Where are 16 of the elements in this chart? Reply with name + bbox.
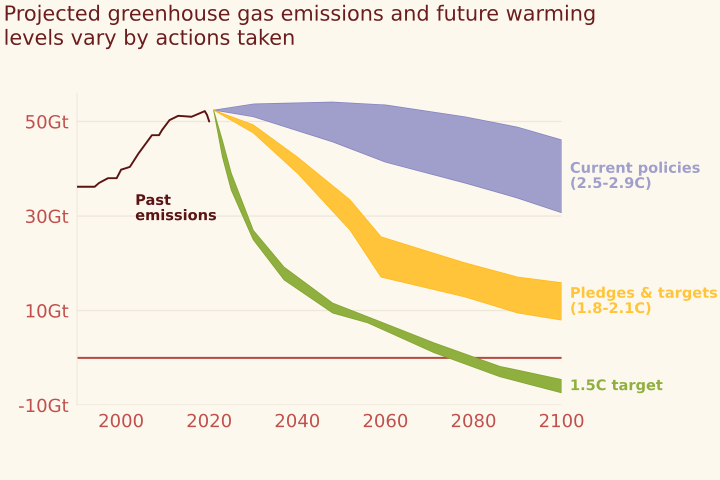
line-series — [77, 110, 210, 188]
legend-label: 1.5C target — [572, 379, 663, 394]
legend-label: Current policies (2.5-2.9C) — [570, 162, 700, 190]
x-tick-label: 2040 — [276, 414, 320, 428]
series-label: Past emissions — [136, 194, 216, 220]
y-tick-label: 30Gt — [26, 209, 68, 224]
y-tick-label: 10Gt — [26, 304, 68, 318]
x-tick-label: 2000 — [99, 414, 143, 428]
y-tick-label: 50Gt — [26, 114, 68, 129]
x-tick-label: 2100 — [540, 414, 584, 428]
x-tick-label: 2080 — [452, 414, 496, 428]
chart-title: Projected greenhouse gas emissions and future warming levels vary by actions taken — [6, 4, 594, 50]
x-tick-label: 2020 — [188, 414, 231, 428]
legend-label: Pledges & targets (1.8-2.1C) — [571, 286, 718, 315]
x-tick-label: 2060 — [364, 414, 408, 428]
y-tick-label: -10Gt — [19, 398, 68, 412]
